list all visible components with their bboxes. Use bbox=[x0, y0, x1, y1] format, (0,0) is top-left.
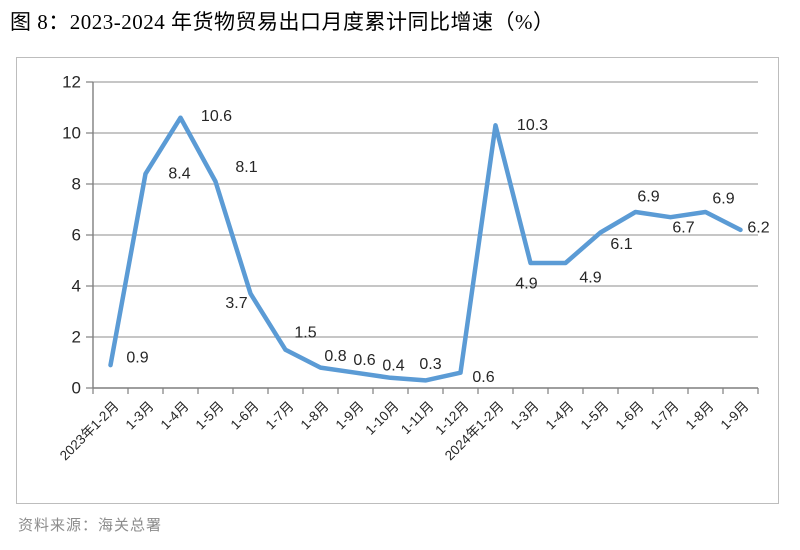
x-axis-label: 1-7月 bbox=[648, 399, 682, 433]
data-label: 0.6 bbox=[472, 369, 494, 386]
x-axis-label: 1-9月 bbox=[718, 399, 752, 433]
x-axis-label: 1-6月 bbox=[228, 399, 262, 433]
x-axis-label: 1-7月 bbox=[263, 399, 297, 433]
data-label: 4.9 bbox=[579, 270, 601, 287]
x-axis-label: 2023年1-2月 bbox=[57, 399, 122, 464]
x-axis-label: 1-10月 bbox=[362, 399, 401, 438]
data-label: 0.8 bbox=[324, 348, 346, 365]
x-axis-label: 1-6月 bbox=[613, 399, 647, 433]
y-axis-label: 6 bbox=[72, 226, 81, 245]
y-axis-label: 10 bbox=[62, 124, 81, 143]
data-label: 3.7 bbox=[225, 295, 247, 312]
source-note: 资料来源：海关总署 bbox=[18, 518, 163, 534]
x-axis-label: 1-3月 bbox=[123, 399, 157, 433]
data-label: 8.4 bbox=[168, 165, 190, 182]
x-axis-label: 1-5月 bbox=[193, 399, 227, 433]
chart-area: 0 2 4 6 8 10 12 0.9 8.4 10.6 8.1 3.7 1.5 0.8 0.6 0.4 0.3… bbox=[16, 57, 779, 504]
data-label: 6.2 bbox=[747, 219, 769, 236]
data-label: 8.1 bbox=[235, 159, 257, 176]
data-label: 0.9 bbox=[126, 350, 148, 367]
series-line bbox=[108, 115, 743, 383]
data-label: 0.6 bbox=[353, 352, 375, 369]
y-axis-label: 0 bbox=[72, 379, 81, 398]
data-label: 4.9 bbox=[515, 276, 537, 293]
data-label: 6.7 bbox=[672, 220, 694, 237]
x-axis-label: 1-11月 bbox=[398, 399, 437, 438]
y-axis-label: 4 bbox=[72, 277, 81, 296]
x-axis-label: 1-8月 bbox=[298, 399, 332, 433]
x-axis-label: 1-3月 bbox=[508, 399, 542, 433]
data-label: 6.9 bbox=[712, 191, 734, 208]
y-axis-label: 2 bbox=[72, 328, 81, 347]
data-label: 1.5 bbox=[294, 324, 316, 341]
y-axis-label: 12 bbox=[62, 73, 81, 92]
chart-title: 图 8：2023-2024 年货物贸易出口月度累计同比增速（%） bbox=[10, 10, 555, 34]
data-label: 0.4 bbox=[382, 357, 404, 374]
x-axis-label: 1-5月 bbox=[578, 399, 612, 433]
data-label: 10.6 bbox=[201, 108, 232, 125]
data-label: 0.3 bbox=[419, 356, 441, 373]
data-label: 10.3 bbox=[517, 117, 548, 134]
data-label: 6.1 bbox=[610, 236, 632, 253]
line-chart: 0 2 4 6 8 10 12 0.9 8.4 10.6 8.1 3.7 1.5 0.8 0.6 0.4 0.3… bbox=[57, 73, 770, 464]
x-axis-label: 1-8月 bbox=[683, 399, 717, 433]
x-axis-label: 1-4月 bbox=[543, 399, 577, 433]
y-axis-label: 8 bbox=[72, 175, 81, 194]
x-axis-label: 1-4月 bbox=[158, 399, 192, 433]
data-label: 6.9 bbox=[637, 189, 659, 206]
